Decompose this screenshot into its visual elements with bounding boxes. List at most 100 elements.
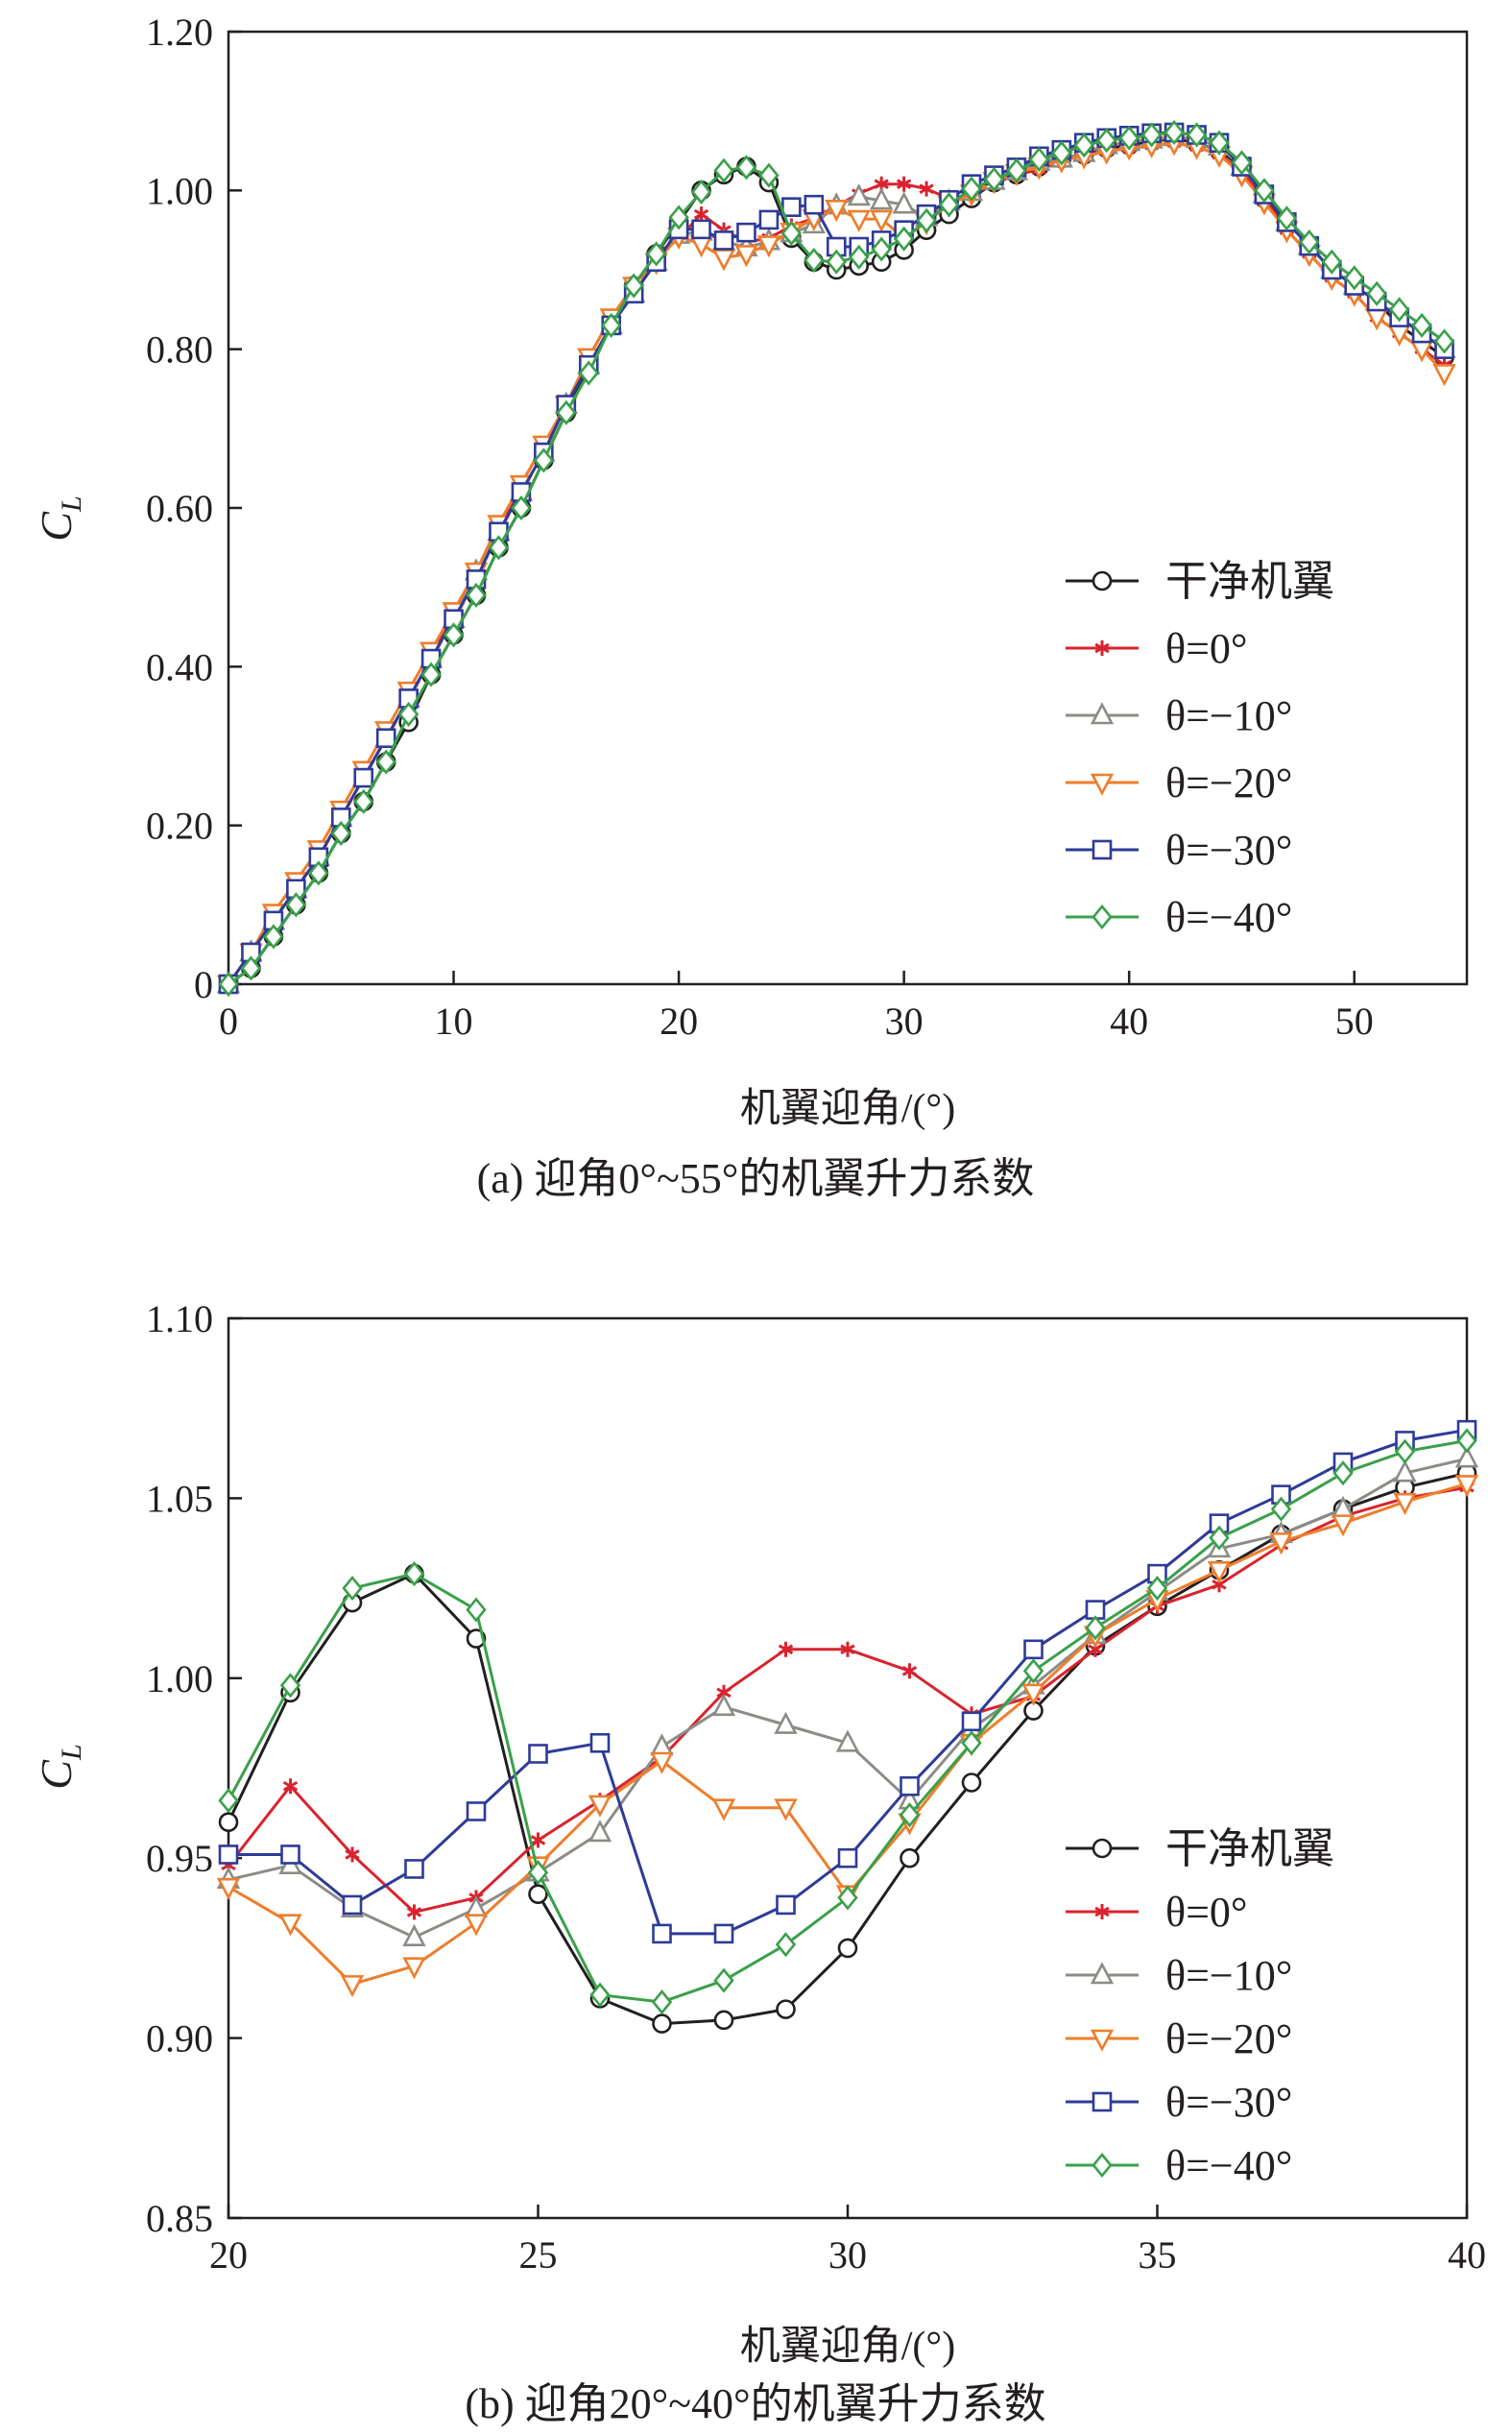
data-point <box>1432 364 1456 387</box>
data-point <box>804 194 825 215</box>
data-point <box>776 1894 796 1916</box>
data-point <box>443 622 465 648</box>
legend-label: θ=0° <box>1165 625 1248 672</box>
legend-label: θ=−30° <box>1165 827 1292 874</box>
x-tick-label: 35 <box>1139 2233 1177 2277</box>
series-theta-minus40 <box>218 119 1455 998</box>
data-point <box>218 1812 239 1833</box>
data-point <box>511 494 532 521</box>
data-point <box>533 447 555 473</box>
data-point <box>871 236 892 262</box>
data-point <box>345 1846 360 1863</box>
data-point <box>919 181 934 197</box>
data-point <box>1388 297 1410 323</box>
legend-marker <box>1092 2152 1113 2179</box>
y-tick-label: 1.05 <box>146 1477 213 1520</box>
data-point <box>1146 1576 1168 1602</box>
x-tick-label: 30 <box>885 1000 924 1043</box>
data-point <box>650 1751 674 1774</box>
x-tick-label: 20 <box>209 2233 248 2277</box>
legend-entry: θ=−10° <box>1066 692 1292 739</box>
data-point <box>1299 229 1320 255</box>
data-point <box>1454 1445 1479 1468</box>
data-point <box>645 241 667 267</box>
data-point <box>1254 178 1275 204</box>
chart-a-xlabel: 机翼迎角/(°) <box>740 1087 955 1131</box>
data-point <box>466 1801 487 1821</box>
data-point <box>375 749 396 775</box>
data-point <box>623 273 644 299</box>
legend-label: θ=−40° <box>1165 2142 1292 2189</box>
data-point <box>1393 1459 1417 1483</box>
data-point <box>774 1711 798 1734</box>
data-point <box>285 892 307 918</box>
data-point <box>578 360 599 386</box>
data-point <box>278 1914 302 1937</box>
legend-entry: θ=−40° <box>1066 894 1292 941</box>
y-tick-label: 1.00 <box>146 1657 213 1700</box>
legend-label: θ=0° <box>1165 1889 1248 1936</box>
data-point <box>938 192 960 218</box>
legend-entry: θ=0° <box>1066 1889 1248 1936</box>
y-tick-label: 0.20 <box>146 805 213 848</box>
data-point <box>466 582 487 608</box>
data-point <box>711 1693 736 1717</box>
data-point <box>1456 1428 1477 1454</box>
data-point <box>961 1772 982 1793</box>
data-point <box>780 220 803 247</box>
data-point <box>1393 1492 1417 1515</box>
data-point <box>406 1904 422 1920</box>
legend-label: θ=−30° <box>1165 2079 1292 2126</box>
legend-label: θ=−40° <box>1165 894 1292 941</box>
legend-entry: θ=−20° <box>1066 2015 1292 2062</box>
data-point <box>1394 1438 1416 1464</box>
data-point <box>961 176 982 202</box>
data-point <box>527 1860 549 1886</box>
data-point <box>280 1844 300 1865</box>
data-point <box>528 1744 548 1764</box>
x-tick-label: 0 <box>219 1000 238 1043</box>
data-point <box>397 701 420 727</box>
data-point <box>916 207 937 233</box>
x-tick-label: 10 <box>435 1000 473 1043</box>
data-point <box>651 1989 673 2015</box>
data-point <box>420 662 442 687</box>
data-point <box>893 226 915 252</box>
data-point <box>900 1847 920 1868</box>
data-point <box>218 971 239 998</box>
data-point <box>330 820 351 846</box>
data-point <box>1207 1561 1232 1584</box>
legend-entry: θ=−30° <box>1066 2079 1292 2126</box>
data-point <box>825 200 849 223</box>
legend-label: θ=−10° <box>1165 692 1292 739</box>
data-point <box>1118 125 1140 151</box>
data-point <box>353 767 374 788</box>
data-point <box>804 248 825 274</box>
legend-marker <box>1094 640 1110 656</box>
data-point <box>735 155 757 181</box>
data-point <box>837 1847 858 1868</box>
chart-b-ylabel: CL <box>32 1744 87 1789</box>
data-point <box>896 176 912 192</box>
x-tick-label: 20 <box>660 1000 698 1043</box>
data-point <box>342 1894 363 1916</box>
data-point <box>1209 130 1230 156</box>
legend-entry: θ=−30° <box>1066 827 1292 874</box>
data-point <box>1269 1532 1293 1555</box>
data-point <box>961 1711 982 1732</box>
legend-marker <box>1090 702 1115 725</box>
data-point <box>1028 147 1050 173</box>
data-point <box>713 1967 734 1993</box>
chart-a-series <box>216 119 1456 998</box>
legend-marker <box>1090 1962 1115 1985</box>
series-theta-minus30 <box>218 1419 1477 1944</box>
data-point <box>899 1802 921 1828</box>
data-point <box>826 249 847 275</box>
data-point <box>847 183 871 206</box>
legend-marker <box>1092 570 1113 591</box>
data-point <box>776 1999 796 2019</box>
data-point <box>837 1938 858 1959</box>
data-point <box>892 191 916 214</box>
data-point <box>1164 119 1185 146</box>
data-point <box>1186 122 1208 148</box>
